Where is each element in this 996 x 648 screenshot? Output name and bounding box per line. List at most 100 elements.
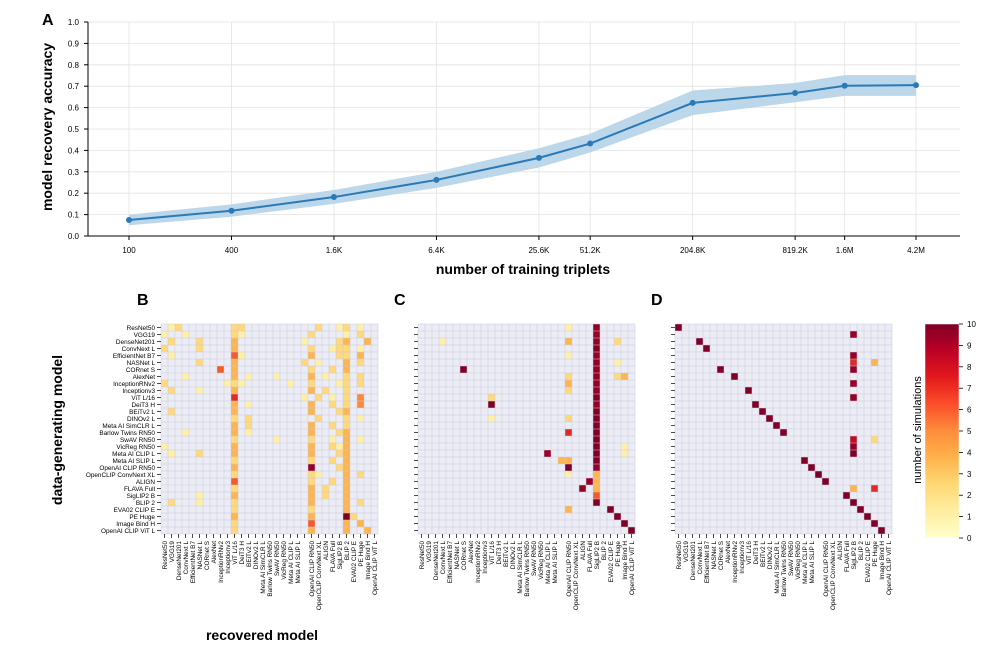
heatmap-cell <box>343 401 350 408</box>
col-label: CORnet S <box>718 541 725 570</box>
heatmap-cell <box>196 345 203 352</box>
heatmap-cell <box>350 513 357 520</box>
heatmap-cell <box>308 478 315 485</box>
col-label: Image Bind H <box>879 541 886 580</box>
col-label: ALIGN <box>837 541 844 561</box>
heatmap-cell <box>614 338 621 345</box>
heatmap-cell <box>329 457 336 464</box>
colorbar-tick-label: 4 <box>967 448 972 457</box>
series-points <box>126 82 919 223</box>
col-label: OpenAI CLIP ViT L <box>372 541 379 595</box>
col-label: ResNet50 <box>419 541 426 570</box>
row-label: OpenAI CLIP RN50 <box>99 465 155 472</box>
x-tick-label: 25.6K <box>528 246 550 255</box>
heatmap-cell <box>231 520 238 527</box>
heatmap-cell <box>308 352 315 359</box>
heatmap-cell <box>245 415 252 422</box>
heatmap-cell <box>357 401 364 408</box>
col-label: EVA02 CLIP E <box>351 541 358 582</box>
gridlines <box>88 21 960 237</box>
heatmap-cell <box>343 338 350 345</box>
col-label: SigLIP2 B <box>337 541 344 569</box>
heatmap-cell <box>196 499 203 506</box>
heatmap-cell <box>343 373 350 380</box>
heatmap-cell <box>593 450 600 457</box>
colorbar-label: number of simulations <box>912 376 924 484</box>
heatmap-cell <box>593 492 600 499</box>
heatmap-cell <box>231 359 238 366</box>
data-point <box>535 154 542 161</box>
heatmap-cell <box>308 485 315 492</box>
heatmap-cell <box>343 359 350 366</box>
heatmap-cell <box>238 324 245 331</box>
data-point <box>330 194 337 201</box>
col-label: BLIP 2 <box>858 541 865 561</box>
heatmap-cell <box>308 380 315 387</box>
colorbar-tick-label: 7 <box>967 384 972 393</box>
heatmap-cell <box>231 394 238 401</box>
heatmap-cell <box>336 324 343 331</box>
heatmap-cell <box>231 422 238 429</box>
heatmap-cell <box>759 408 766 415</box>
row-label: BEiTv2 L <box>129 409 155 416</box>
heatmap-cell <box>245 422 252 429</box>
heatmap-cell <box>593 366 600 373</box>
heatmap-cell <box>717 366 724 373</box>
row-label: ResNet50 <box>127 325 156 332</box>
heatmap-cell <box>308 331 315 338</box>
heatmap-cell <box>850 394 857 401</box>
heatmap-cell <box>850 380 857 387</box>
heatmap-cell <box>780 429 787 436</box>
heatmap-cell <box>308 387 315 394</box>
heatmap-cell <box>343 443 350 450</box>
col-label: OpenAI CLIP ViT L <box>629 541 636 595</box>
heatmap-cell <box>315 359 322 366</box>
heatmap-cell <box>357 324 364 331</box>
col-label: NASNet L <box>711 541 718 570</box>
col-label: Barlow Twins RN50 <box>267 541 274 597</box>
heatmap-cell <box>488 415 495 422</box>
heatmap-cell <box>871 485 878 492</box>
col-label: VGG19 <box>683 541 690 563</box>
heatmap-cell <box>593 338 600 345</box>
heatmap-cell <box>196 359 203 366</box>
heatmap-cell <box>315 394 322 401</box>
heatmap-cell <box>439 338 446 345</box>
heatmap-cell <box>593 380 600 387</box>
heatmap-cell <box>343 478 350 485</box>
heatmap-cell <box>329 345 336 352</box>
x-tick-label: 100 <box>122 246 136 255</box>
heatmap-cell <box>231 331 238 338</box>
col-label: PE Huge <box>615 541 622 567</box>
row-label: OpenCLIP ConvNext XL <box>86 472 156 479</box>
heatmap-cell <box>593 464 600 471</box>
col-label: ALIGN <box>323 541 330 561</box>
heatmap-cell <box>336 464 343 471</box>
data-point <box>433 176 440 183</box>
heatmap-cell <box>168 338 175 345</box>
col-label: BLIP 2 <box>344 541 351 561</box>
heatmap-cell <box>850 485 857 492</box>
heatmap-cell <box>850 499 857 506</box>
col-label: VicReg RN50 <box>538 541 545 580</box>
heatmap-cell <box>364 527 371 534</box>
col-label: EfficientNet B7 <box>190 541 197 584</box>
heatmap-cell <box>593 429 600 436</box>
y-tick-label: 0.3 <box>68 168 80 177</box>
heatmap-cell <box>614 373 621 380</box>
row-label: SigLIP2 B <box>127 493 155 500</box>
heatmap-cell <box>196 338 203 345</box>
heatmap-cell <box>745 387 752 394</box>
row-label: Meta AI SLIP L <box>112 458 155 465</box>
heatmap-cell <box>182 373 189 380</box>
heatmap-cell <box>593 331 600 338</box>
heatmap-cell <box>273 436 280 443</box>
heatmap-cell <box>231 429 238 436</box>
col-label: OpenCLIP ConvNext XL <box>830 541 837 611</box>
col-label: Meta AI SLIP L <box>295 541 302 584</box>
col-label: ViT L/16 <box>232 541 239 565</box>
col-label: InceptionRNv2 <box>732 541 739 583</box>
col-label: SigLIP2 B <box>594 541 601 569</box>
col-label: EfficientNet B7 <box>704 541 711 584</box>
heatmap-cell <box>357 359 364 366</box>
